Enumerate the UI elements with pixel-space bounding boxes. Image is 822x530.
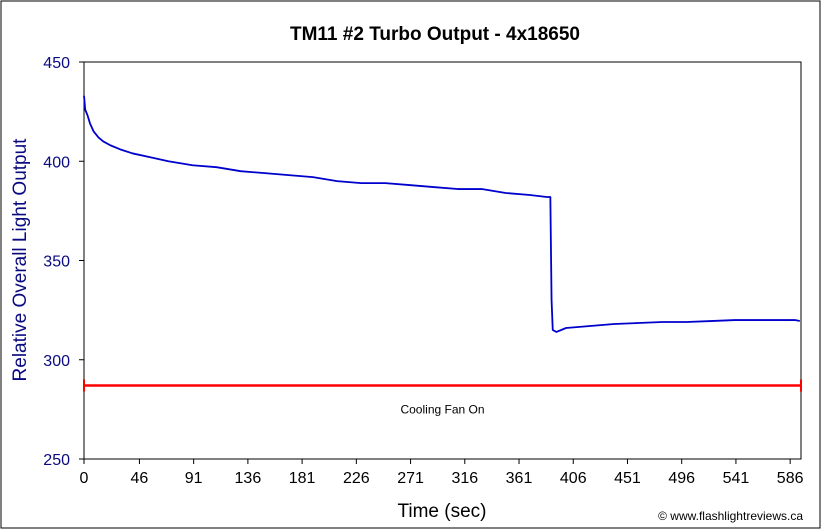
x-tick-label: 361 xyxy=(506,470,533,487)
credit-text: © www.flashlightreviews.ca xyxy=(658,509,803,523)
x-tick-label: 91 xyxy=(185,470,203,487)
y-tick-label: 250 xyxy=(43,452,70,469)
chart-title: TM11 #2 Turbo Output - 4x18650 xyxy=(290,24,580,45)
x-tick-label: 226 xyxy=(343,470,370,487)
series-line xyxy=(83,95,800,333)
y-tick-label: 450 xyxy=(43,55,70,72)
x-tick-label: 0 xyxy=(80,470,89,487)
x-tick-label: 46 xyxy=(131,470,149,487)
x-axis: 0 46 91 136 181 226 271 316 361 406 451 496 541 586 xyxy=(80,459,804,487)
annotations: Cooling Fan On xyxy=(83,379,802,417)
plot-area xyxy=(83,61,802,460)
y-tick-label: 300 xyxy=(43,353,70,370)
x-tick-label: 586 xyxy=(777,470,804,487)
x-tick-label: 271 xyxy=(397,470,424,487)
x-tick-label: 181 xyxy=(289,470,316,487)
x-tick-label: 451 xyxy=(614,470,641,487)
y-tick-label: 350 xyxy=(43,254,70,271)
x-tick-label: 541 xyxy=(723,470,750,487)
annotation-label: Cooling Fan On xyxy=(400,403,484,417)
x-tick-label: 136 xyxy=(235,470,262,487)
x-tick-label: 406 xyxy=(560,470,587,487)
y-tick-label: 400 xyxy=(43,154,70,171)
x-axis-label: Time (sec) xyxy=(397,501,486,522)
y-axis-label: Relative Overall Light Output xyxy=(10,138,31,382)
x-tick-label: 496 xyxy=(668,470,695,487)
series-group xyxy=(83,95,800,333)
y-axis: 250 300 350 400 450 xyxy=(43,55,84,469)
x-tick-label: 316 xyxy=(451,470,478,487)
